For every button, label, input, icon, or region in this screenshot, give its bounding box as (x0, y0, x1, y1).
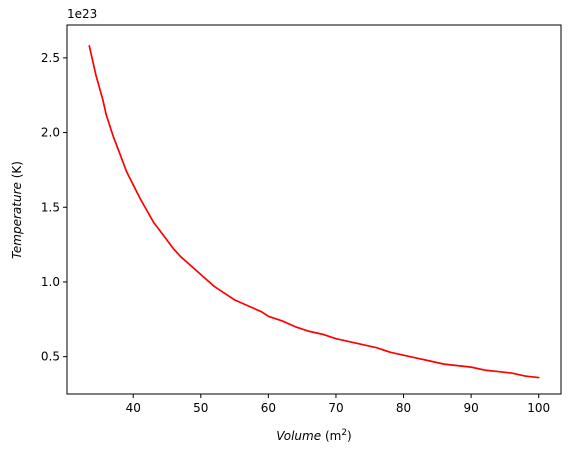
x-tick-label: 50 (193, 401, 208, 415)
y-tick-label: 2.5 (41, 51, 60, 65)
x-tick-label: 80 (396, 401, 411, 415)
series-layer (88, 45, 540, 379)
series-line (88, 45, 540, 379)
y-axis-label-unit: (K) (10, 161, 24, 178)
x-axis-label-unit: (m (325, 429, 341, 443)
x-tick-label: 100 (527, 401, 550, 415)
x-axis-label-name: Volume (276, 429, 321, 443)
y-tick-label: 1.5 (41, 200, 60, 214)
x-tick-label: 40 (126, 401, 141, 415)
y-offset-label: 1e23 (67, 7, 97, 21)
plot-area (67, 25, 561, 394)
y-tick-label: 2.0 (41, 126, 60, 140)
y-axis-label: Temperature (K) (10, 161, 24, 259)
x-axis-label: Volume (m2) (276, 428, 351, 443)
x-tick-label: 90 (463, 401, 478, 415)
y-tick-label: 1.0 (41, 275, 60, 289)
x-tick-label: 70 (328, 401, 343, 415)
plot-frame (66, 24, 562, 395)
y-axis-label-name: Temperature (10, 182, 24, 259)
x-axis-label-unit-exponent: 2 (341, 428, 347, 438)
y-axis-ticks: 0.5 1.0 1.5 2.0 2.5 (41, 51, 67, 364)
x-axis-ticks: 40 50 60 70 80 90 100 (126, 394, 550, 415)
y-tick-label: 0.5 (41, 350, 60, 364)
x-tick-label: 60 (261, 401, 276, 415)
x-axis-label-unit-close: ) (347, 429, 352, 443)
